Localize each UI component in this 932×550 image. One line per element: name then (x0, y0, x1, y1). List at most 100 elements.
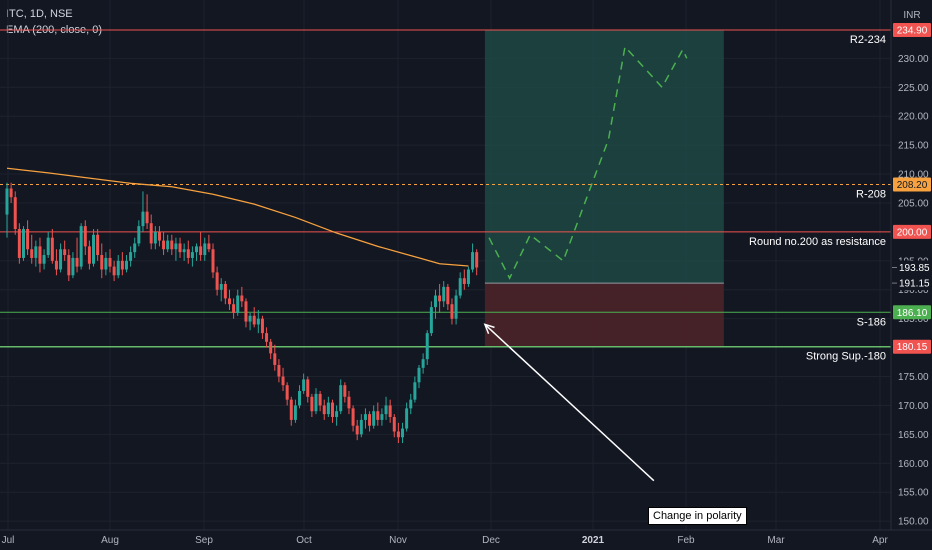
candle-body (314, 393, 318, 412)
candle-body (46, 237, 50, 256)
candle (450, 298, 454, 325)
candle-body (355, 425, 359, 435)
price-tag-label: 193.85 (899, 263, 930, 274)
candle-body (215, 272, 219, 290)
price-tag-label: 234.90 (897, 26, 928, 37)
candle-body (421, 359, 425, 368)
candle-body (182, 249, 186, 253)
price-tag: 208.20 (893, 177, 931, 192)
candle-body (330, 402, 334, 418)
candle (5, 182, 9, 238)
candle (240, 286, 244, 308)
candle-body (30, 249, 34, 258)
candle (87, 240, 91, 270)
candle-body (223, 283, 227, 299)
candle-body (252, 315, 256, 325)
candle-body (129, 252, 133, 261)
time-tick-label: Aug (101, 535, 119, 546)
price-tick-label: 210.00 (898, 170, 929, 181)
candle (92, 229, 96, 267)
candle-body (248, 315, 252, 322)
time-tick-label: Apr (872, 535, 888, 546)
price-tag-label: 200.00 (897, 227, 928, 238)
polarity-arrow (483, 323, 655, 482)
candle (425, 330, 429, 365)
candle (195, 243, 199, 261)
candle (190, 246, 194, 267)
candle-body (59, 249, 63, 270)
candle (384, 396, 388, 420)
candle-body (67, 255, 71, 276)
candle (211, 243, 215, 279)
price-tag-bg (893, 177, 931, 192)
candle-body (351, 408, 355, 426)
candle (368, 411, 372, 432)
candle (347, 390, 351, 415)
candle (318, 390, 322, 412)
candle-body (54, 260, 58, 270)
candle-body (157, 231, 161, 241)
candle (458, 272, 462, 299)
candle-body (347, 396, 351, 409)
candle (141, 191, 145, 232)
forecast-dashed-line (488, 45, 688, 280)
ema-200-path (6, 167, 469, 267)
candle-body (87, 246, 91, 264)
candle-body (318, 393, 322, 406)
forecast-path (488, 45, 688, 280)
candle-body (13, 197, 17, 230)
candle-body (17, 229, 21, 258)
candle (322, 399, 326, 420)
candle-body (326, 402, 330, 415)
candle (359, 414, 363, 438)
price-tick-label: 175.00 (898, 372, 929, 383)
candle-body (149, 223, 153, 244)
candle-body (5, 188, 9, 215)
candle (236, 289, 240, 316)
candle (83, 220, 87, 256)
candle (363, 408, 367, 429)
candle-body (21, 229, 25, 258)
price-tag-label: 191.15 (899, 279, 930, 290)
candle-body (227, 298, 231, 305)
candle (438, 283, 442, 313)
time-tick-label: 2021 (582, 535, 605, 546)
time-tick-label: Dec (482, 535, 500, 546)
candle-body (388, 405, 392, 418)
candle (42, 249, 46, 270)
price-axis-background[interactable] (891, 0, 932, 550)
candle-body (458, 278, 462, 296)
candle (429, 301, 433, 337)
candle (392, 414, 396, 438)
round200-annotation: Round no.200 as resistance (749, 236, 886, 248)
candle-body (475, 252, 479, 268)
candle (335, 405, 339, 426)
candle (124, 255, 128, 273)
time-tick-label: Mar (767, 535, 785, 546)
time-axis[interactable]: Jul Aug Sep Oct Nov Dec 2021 Feb Mar Apr (2, 535, 889, 546)
candle (466, 266, 470, 287)
candle (137, 220, 141, 247)
candle-body (372, 411, 376, 426)
r2-annotation: R2-234 (850, 34, 886, 46)
candle-body (302, 379, 306, 391)
candle (129, 246, 133, 267)
candle (252, 307, 256, 328)
candle-body (186, 249, 190, 258)
candle-body (269, 341, 273, 354)
candle (203, 237, 207, 261)
candle-body (433, 295, 437, 308)
position-tool (484, 30, 724, 347)
candle (281, 367, 285, 391)
price-tick-label: 205.00 (898, 198, 929, 209)
candle-body (207, 243, 211, 250)
candle (372, 405, 376, 429)
candle-body (133, 243, 137, 253)
r208-annotation: R-208 (856, 188, 886, 200)
candle-body (454, 295, 458, 319)
candle-body (75, 257, 79, 267)
candle (396, 422, 400, 444)
symbol-title[interactable]: ITC, 1D, NSE (6, 8, 73, 20)
strong-support-annotation: Strong Sup.-180 (806, 351, 886, 363)
